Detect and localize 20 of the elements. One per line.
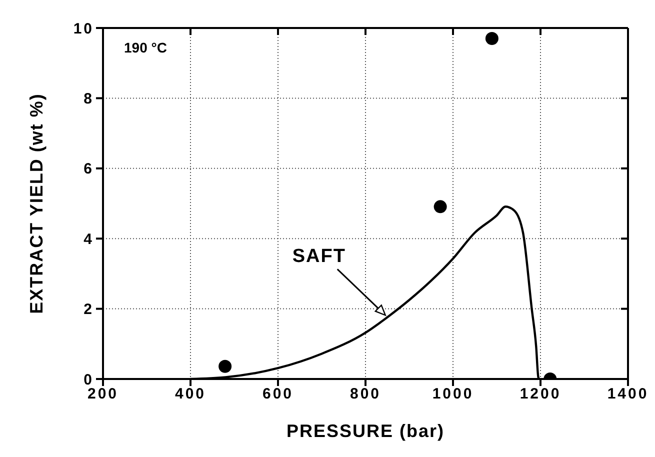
text: SAFT — [292, 246, 346, 268]
y-tick-label: 10 — [73, 20, 94, 38]
y-tick-label: 8 — [84, 90, 94, 108]
x-tick-label: 1400 — [607, 386, 649, 403]
x-tick-label: 200 — [87, 386, 119, 403]
x-axis-title: PRESSURE (bar) — [286, 421, 445, 441]
y-tick-label: 2 — [84, 301, 94, 318]
annotation: 190 °C — [124, 40, 167, 56]
x-tick-label: 600 — [262, 386, 294, 403]
y-tick-label: 4 — [84, 230, 94, 248]
point — [434, 200, 447, 214]
point — [218, 360, 232, 373]
y-tick-label: 6 — [84, 160, 94, 178]
y-axis-title: EXTRACT YIELD (wt %) — [26, 93, 46, 314]
x-tick-label: 1000 — [432, 386, 474, 403]
point — [485, 32, 498, 46]
x-tick-label: 1200 — [520, 386, 562, 403]
y-tick-label: 0 — [84, 371, 94, 388]
x-tick-label: 800 — [350, 386, 382, 403]
x-tick-label: 400 — [174, 386, 206, 403]
